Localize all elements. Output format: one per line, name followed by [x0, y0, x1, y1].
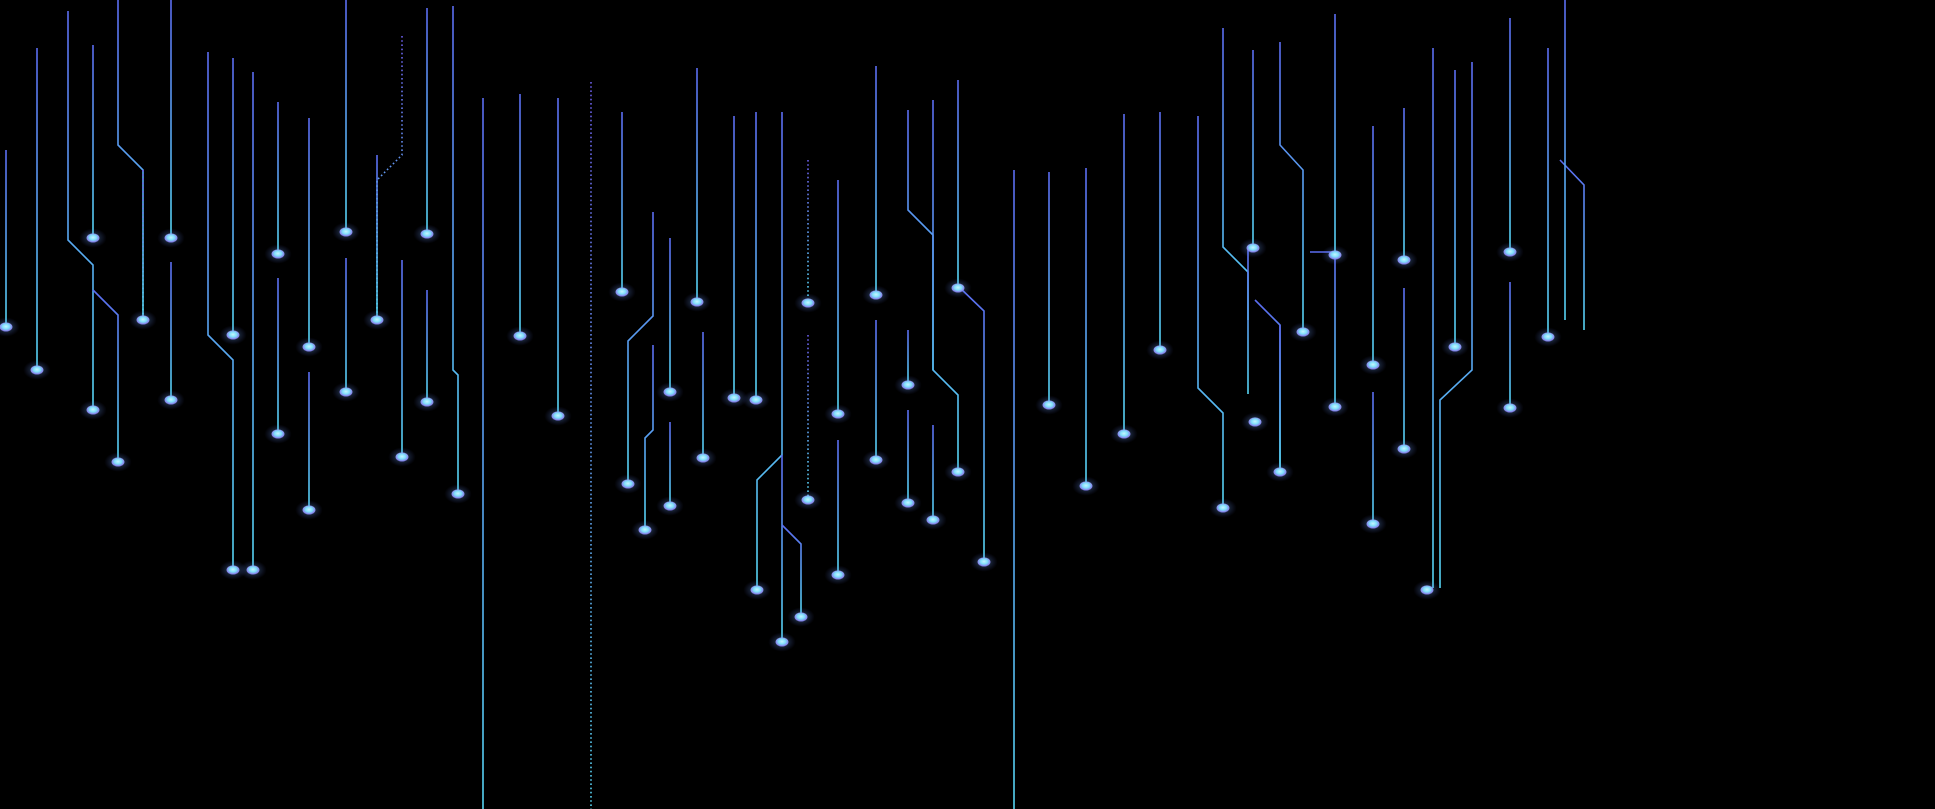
trace-endpoint-node: [1328, 250, 1342, 260]
trace-endpoint-node: [451, 489, 465, 499]
trace-endpoint-node: [831, 409, 845, 419]
trace-endpoint-node: [420, 229, 434, 239]
trace-endpoint-node: [1366, 519, 1380, 529]
trace-endpoint-node: [1503, 403, 1517, 413]
traces-layer: [5, 0, 1585, 809]
trace-endpoint-node: [1420, 585, 1434, 595]
trace-endpoint-node: [1448, 342, 1462, 352]
trace-endpoint-node: [951, 467, 965, 477]
trace-endpoint-node: [339, 227, 353, 237]
trace-endpoint-node: [621, 479, 635, 489]
circuit-trace: [117, 0, 144, 318]
trace-endpoint-node: [750, 585, 764, 595]
trace-endpoint-node: [246, 565, 260, 575]
trace-endpoint-node: [1079, 481, 1093, 491]
trace-endpoint-node: [1248, 417, 1262, 427]
circuit-trace: [207, 52, 234, 568]
circuit-trace: [67, 11, 94, 408]
circuit-trace: [1559, 159, 1585, 330]
trace-endpoint-node: [226, 565, 240, 575]
trace-endpoint-node: [86, 405, 100, 415]
trace-endpoint-node: [1366, 360, 1380, 370]
trace-endpoint-node: [749, 395, 763, 405]
circuit-trace: [756, 112, 783, 588]
trace-endpoint-node: [370, 315, 384, 325]
trace-endpoint-node: [164, 233, 178, 243]
trace-endpoint-node: [1503, 247, 1517, 257]
trace-endpoint-node: [271, 249, 285, 259]
circuit-trace: [957, 285, 985, 560]
trace-endpoint-node: [339, 387, 353, 397]
trace-endpoint-node: [727, 393, 741, 403]
circuit-trace: [92, 289, 119, 460]
trace-endpoint-node: [1246, 243, 1260, 253]
trace-endpoint-node: [420, 397, 434, 407]
trace-endpoint-node: [0, 322, 13, 332]
trace-endpoint-node: [775, 637, 789, 647]
circuit-trace: [644, 345, 654, 528]
trace-endpoint-node: [951, 283, 965, 293]
trace-endpoint-node: [869, 290, 883, 300]
circuit-trace: [376, 36, 403, 318]
trace-endpoint-node: [926, 515, 940, 525]
trace-endpoint-node: [901, 380, 915, 390]
trace-endpoint-node: [302, 342, 316, 352]
trace-endpoint-node: [1117, 429, 1131, 439]
trace-endpoint-node: [977, 557, 991, 567]
trace-endpoint-node: [1541, 332, 1555, 342]
circuit-trace: [932, 100, 959, 470]
trace-endpoint-node: [395, 452, 409, 462]
trace-endpoint-node: [801, 298, 815, 308]
circuit-trace: [1439, 62, 1473, 588]
trace-endpoint-node: [164, 395, 178, 405]
circuit-trace: [1197, 116, 1224, 506]
trace-endpoint-node: [690, 297, 704, 307]
trace-endpoint-node: [638, 525, 652, 535]
trace-endpoint-node: [901, 498, 915, 508]
circuit-trace: [627, 212, 654, 482]
nodes-layer: [0, 222, 1562, 652]
trace-endpoint-node: [615, 287, 629, 297]
trace-endpoint-node: [1153, 345, 1167, 355]
trace-endpoint-node: [1328, 402, 1342, 412]
trace-endpoint-node: [794, 612, 808, 622]
circuit-trace: [781, 524, 802, 614]
trace-endpoint-node: [1397, 444, 1411, 454]
trace-endpoint-node: [1397, 255, 1411, 265]
trace-endpoint-node: [1296, 327, 1310, 337]
trace-endpoint-node: [302, 505, 316, 515]
trace-endpoint-node: [551, 411, 565, 421]
trace-endpoint-node: [226, 330, 240, 340]
trace-endpoint-node: [869, 455, 883, 465]
trace-endpoint-node: [86, 233, 100, 243]
trace-endpoint-node: [801, 495, 815, 505]
trace-endpoint-node: [696, 453, 710, 463]
trace-endpoint-node: [513, 331, 527, 341]
trace-endpoint-node: [831, 570, 845, 580]
trace-endpoint-node: [1273, 467, 1287, 477]
trace-endpoint-node: [136, 315, 150, 325]
circuit-trace: [1279, 42, 1304, 330]
trace-endpoint-node: [30, 365, 44, 375]
trace-endpoint-node: [1216, 503, 1230, 513]
trace-endpoint-node: [663, 387, 677, 397]
trace-endpoint-node: [1042, 400, 1056, 410]
trace-endpoint-node: [111, 457, 125, 467]
trace-endpoint-node: [663, 501, 677, 511]
circuit-trace: [452, 6, 459, 492]
trace-endpoint-node: [271, 429, 285, 439]
